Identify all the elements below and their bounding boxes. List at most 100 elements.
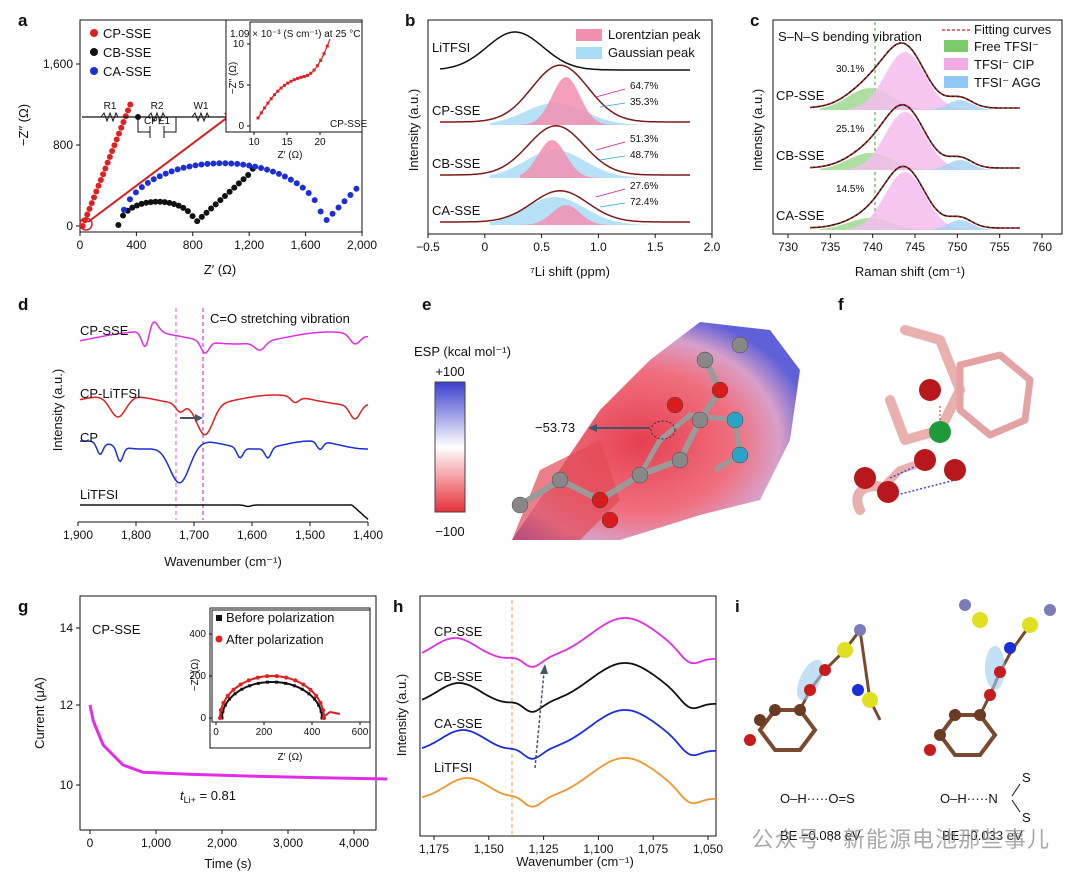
esp-value-arrowhead bbox=[588, 424, 597, 432]
panel-g-inset-axes bbox=[211, 609, 371, 723]
panel-h-x-tick-label: 1,050 bbox=[693, 842, 723, 856]
cb-sse-point bbox=[115, 221, 122, 228]
ca-sse-point bbox=[162, 170, 169, 177]
esp-colorbar bbox=[434, 381, 466, 513]
ca-sse-point bbox=[150, 176, 157, 183]
before-point bbox=[300, 687, 304, 691]
trace-cp-sse bbox=[79, 321, 369, 354]
panel-b-x-tick-label: 1.5 bbox=[647, 240, 664, 254]
panel-g-x-tick-label: 3,000 bbox=[273, 836, 303, 850]
inset-point bbox=[309, 71, 313, 75]
panel-b-frame bbox=[427, 19, 713, 235]
pct-pointer bbox=[599, 155, 626, 161]
atom bbox=[691, 411, 709, 429]
panel-g-ylabel: Current (μA) bbox=[32, 677, 47, 749]
cp-sse-point bbox=[127, 101, 134, 108]
s-label-1: S bbox=[1022, 770, 1031, 785]
panel-h-frame bbox=[419, 595, 717, 837]
legend-label-1: TFSI⁻ CIP bbox=[974, 57, 1034, 72]
trace-label-cp: CP bbox=[80, 430, 98, 445]
cb-sse-point bbox=[221, 192, 228, 199]
cp-sse-point bbox=[86, 205, 93, 212]
panel-b-xlabel: ⁷Li shift (ppm) bbox=[530, 264, 610, 279]
atom bbox=[711, 381, 729, 399]
oxygen-atom bbox=[914, 449, 936, 471]
s-label-2: S bbox=[1022, 810, 1031, 825]
atom bbox=[731, 446, 749, 464]
ca-sse-point bbox=[222, 160, 229, 167]
panel-letter-d: d bbox=[18, 295, 28, 314]
after-point bbox=[218, 708, 223, 713]
legend-label-ca-sse: CA-SSE bbox=[103, 64, 152, 79]
legend-marker-before bbox=[216, 615, 222, 621]
oxygen-atom bbox=[854, 467, 876, 489]
inset-point bbox=[273, 93, 276, 97]
panel-letter-c: c bbox=[750, 11, 759, 30]
circuit-cpe bbox=[149, 126, 165, 138]
trace-h-cb-sse bbox=[421, 662, 716, 713]
ca-sse-point bbox=[323, 216, 330, 223]
ca-sse-point bbox=[210, 160, 217, 167]
after-point bbox=[238, 682, 243, 687]
ca-sse-point bbox=[275, 170, 282, 177]
legend-label-before: Before polarization bbox=[226, 610, 334, 625]
panel-d-x-tick-label: 1,500 bbox=[295, 528, 325, 542]
before-point bbox=[256, 681, 260, 685]
ca-sse-point bbox=[228, 160, 235, 167]
panel-a-inset-label: CP-SSE bbox=[330, 119, 368, 130]
atom bbox=[666, 396, 684, 414]
inset-g-y-tick-label: 0 bbox=[200, 713, 206, 724]
cp-sse-point bbox=[104, 159, 111, 166]
trace-label-cp-sse: CP-SSE bbox=[776, 88, 825, 103]
lorentzian-peak bbox=[520, 77, 620, 125]
pct-free-tfsi: 25.1% bbox=[836, 124, 864, 135]
cb-sse-point bbox=[129, 204, 136, 211]
ca-sse-point bbox=[258, 164, 265, 171]
panel-b-x-tick-label: 1.0 bbox=[590, 240, 607, 254]
after-point bbox=[265, 674, 270, 679]
esp-value: −53.73 bbox=[535, 420, 575, 435]
panel-letter-b: b bbox=[405, 11, 415, 30]
pct-gaussian: 48.7% bbox=[630, 150, 658, 161]
ca-sse-point bbox=[144, 179, 151, 186]
pct-pointer bbox=[599, 102, 626, 108]
inset-point bbox=[269, 97, 273, 101]
cp-sse-point bbox=[102, 165, 109, 172]
trace-h-cp-sse bbox=[421, 617, 716, 668]
panel-d-x-tick-label: 1,600 bbox=[237, 528, 267, 542]
after-point bbox=[246, 678, 251, 683]
esp-surface-red bbox=[512, 440, 620, 540]
pct-free-tfsi: 30.1% bbox=[836, 64, 864, 75]
ca-sse-point bbox=[264, 166, 271, 173]
inset-point bbox=[322, 52, 326, 56]
inset-point bbox=[286, 81, 290, 85]
cb-sse-point bbox=[245, 172, 252, 179]
oxygen-atom bbox=[944, 459, 966, 481]
panel-a-y-tick-label: 1,600 bbox=[43, 57, 73, 71]
after-point bbox=[218, 716, 222, 720]
cb-sse-point bbox=[157, 198, 164, 205]
legend-swatch-1 bbox=[944, 58, 968, 70]
pct-lorentzian: 51.3% bbox=[630, 134, 658, 145]
cp-sse-point bbox=[88, 200, 95, 207]
trace-label-cb-sse: CB-SSE bbox=[432, 156, 481, 171]
inset-g-x-tick-label: 0 bbox=[213, 727, 219, 738]
after-point bbox=[274, 674, 279, 679]
t-li-label: tLi+ = 0.81 bbox=[180, 788, 236, 805]
cp-sse-point bbox=[109, 148, 116, 155]
cb-sse-point bbox=[133, 202, 140, 209]
panel-c-x-tick-label: 735 bbox=[820, 240, 840, 254]
panel-a-x-tick-label: 800 bbox=[183, 238, 203, 252]
pct-lorentzian: 27.6% bbox=[630, 181, 658, 192]
ca-sse-point bbox=[293, 180, 300, 187]
inset-g-x-tick-label: 400 bbox=[304, 727, 321, 738]
cp-sse-point bbox=[95, 182, 102, 189]
inset-point bbox=[325, 44, 329, 48]
fit-curve bbox=[809, 42, 1020, 109]
before-point bbox=[240, 687, 244, 691]
panel-d-xlabel: Wavenumber (cm⁻¹) bbox=[164, 554, 282, 569]
atom-i bbox=[949, 709, 961, 721]
panel-letter-g: g bbox=[18, 597, 28, 616]
before-point bbox=[233, 692, 237, 696]
panel-c-x-tick-label: 740 bbox=[863, 240, 883, 254]
